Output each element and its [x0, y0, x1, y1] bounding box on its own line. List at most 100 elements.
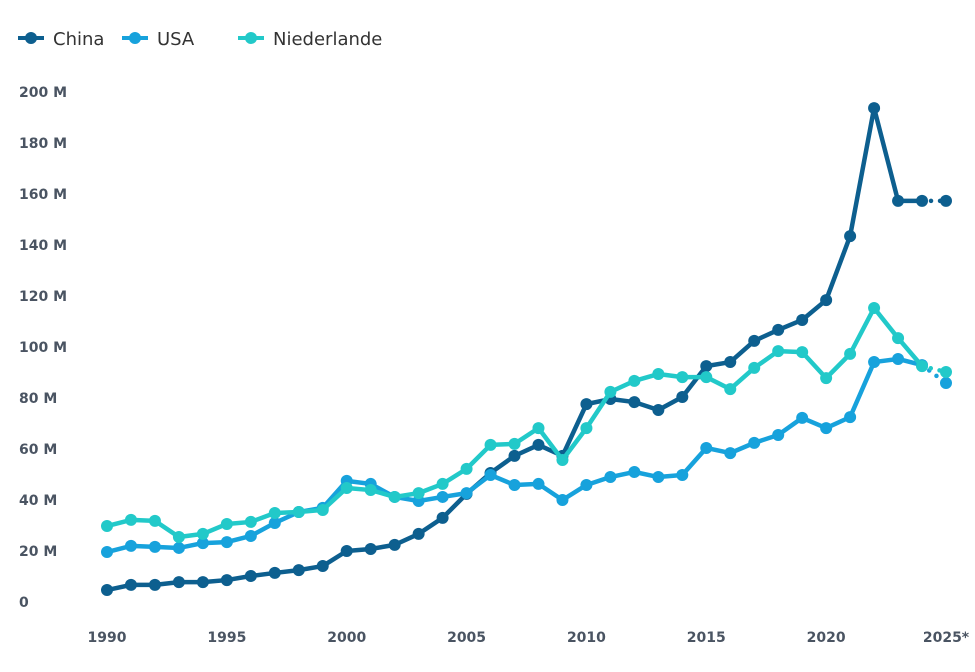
- legend-item-china[interactable]: China: [18, 29, 104, 50]
- data-point[interactable]: [796, 411, 809, 424]
- data-point[interactable]: [772, 323, 785, 336]
- data-point[interactable]: [412, 527, 425, 540]
- data-point[interactable]: [532, 438, 545, 451]
- data-point[interactable]: [508, 449, 521, 462]
- data-point[interactable]: [796, 313, 809, 326]
- data-point[interactable]: [436, 477, 449, 490]
- data-point[interactable]: [172, 530, 185, 543]
- data-point[interactable]: [580, 398, 593, 411]
- data-point[interactable]: [940, 376, 952, 389]
- data-point[interactable]: [676, 390, 689, 403]
- data-point[interactable]: [724, 447, 737, 460]
- legend-item-usa[interactable]: USA: [122, 29, 195, 50]
- data-point[interactable]: [772, 428, 785, 441]
- data-point[interactable]: [484, 469, 497, 482]
- data-point[interactable]: [532, 422, 545, 435]
- data-point[interactable]: [676, 371, 689, 384]
- data-point[interactable]: [196, 537, 209, 550]
- data-point[interactable]: [772, 345, 785, 358]
- data-point[interactable]: [868, 356, 881, 369]
- data-point[interactable]: [196, 527, 209, 540]
- data-point[interactable]: [388, 490, 401, 503]
- data-point[interactable]: [940, 365, 952, 378]
- data-point[interactable]: [244, 529, 257, 542]
- data-point[interactable]: [484, 438, 497, 451]
- data-point[interactable]: [388, 538, 401, 551]
- data-point[interactable]: [868, 102, 881, 115]
- data-point[interactable]: [748, 361, 761, 374]
- data-point[interactable]: [148, 578, 161, 591]
- data-point[interactable]: [652, 471, 665, 484]
- data-point[interactable]: [604, 471, 617, 484]
- data-point[interactable]: [604, 385, 617, 398]
- data-point[interactable]: [508, 437, 521, 450]
- data-point[interactable]: [796, 346, 809, 359]
- data-point[interactable]: [316, 560, 329, 573]
- data-point[interactable]: [244, 515, 257, 528]
- data-point[interactable]: [892, 332, 905, 345]
- data-point[interactable]: [844, 411, 857, 424]
- data-point[interactable]: [268, 566, 281, 579]
- data-point[interactable]: [724, 383, 737, 396]
- data-point[interactable]: [172, 576, 185, 589]
- data-point[interactable]: [916, 360, 929, 373]
- data-point[interactable]: [940, 194, 952, 207]
- data-point[interactable]: [652, 403, 665, 416]
- data-point[interactable]: [148, 514, 161, 527]
- data-point[interactable]: [748, 334, 761, 347]
- data-point[interactable]: [101, 584, 113, 597]
- data-point[interactable]: [436, 490, 449, 503]
- data-point[interactable]: [101, 520, 113, 533]
- data-point[interactable]: [820, 422, 833, 435]
- data-point[interactable]: [820, 294, 833, 307]
- data-point[interactable]: [820, 372, 833, 385]
- data-point[interactable]: [580, 478, 593, 491]
- data-point[interactable]: [652, 368, 665, 381]
- data-point[interactable]: [916, 194, 929, 207]
- data-point[interactable]: [892, 194, 905, 207]
- data-point[interactable]: [292, 564, 305, 577]
- data-point[interactable]: [220, 536, 233, 549]
- data-point[interactable]: [268, 516, 281, 529]
- data-point[interactable]: [460, 487, 473, 500]
- data-point[interactable]: [436, 511, 449, 524]
- data-point[interactable]: [700, 441, 713, 454]
- data-point[interactable]: [364, 484, 377, 497]
- data-point[interactable]: [412, 487, 425, 500]
- data-point[interactable]: [748, 436, 761, 449]
- data-point[interactable]: [124, 578, 137, 591]
- data-point[interactable]: [124, 513, 137, 526]
- data-point[interactable]: [700, 371, 713, 384]
- data-point[interactable]: [556, 453, 569, 466]
- data-point[interactable]: [101, 546, 113, 559]
- data-point[interactable]: [340, 545, 353, 557]
- data-point[interactable]: [628, 396, 641, 409]
- data-point[interactable]: [340, 482, 353, 495]
- data-point[interactable]: [628, 465, 641, 478]
- data-point[interactable]: [220, 517, 233, 530]
- data-point[interactable]: [316, 503, 329, 516]
- data-point[interactable]: [220, 574, 233, 587]
- legend-item-niederlande[interactable]: Niederlande: [238, 29, 382, 50]
- data-point[interactable]: [676, 469, 689, 482]
- data-point[interactable]: [268, 507, 281, 520]
- data-point[interactable]: [844, 230, 857, 243]
- data-point[interactable]: [628, 374, 641, 387]
- data-point[interactable]: [724, 356, 737, 369]
- data-point[interactable]: [532, 477, 545, 490]
- data-point[interactable]: [844, 347, 857, 360]
- data-point[interactable]: [292, 505, 305, 518]
- data-point[interactable]: [124, 539, 137, 552]
- data-point[interactable]: [700, 360, 713, 373]
- data-point[interactable]: [244, 569, 257, 582]
- data-point[interactable]: [868, 301, 881, 314]
- data-point[interactable]: [460, 462, 473, 475]
- data-point[interactable]: [172, 541, 185, 554]
- data-point[interactable]: [196, 576, 209, 589]
- data-point[interactable]: [556, 494, 569, 506]
- data-point[interactable]: [364, 542, 377, 555]
- data-point[interactable]: [892, 352, 905, 365]
- data-point[interactable]: [148, 540, 161, 553]
- data-point[interactable]: [580, 422, 593, 435]
- data-point[interactable]: [508, 478, 521, 491]
